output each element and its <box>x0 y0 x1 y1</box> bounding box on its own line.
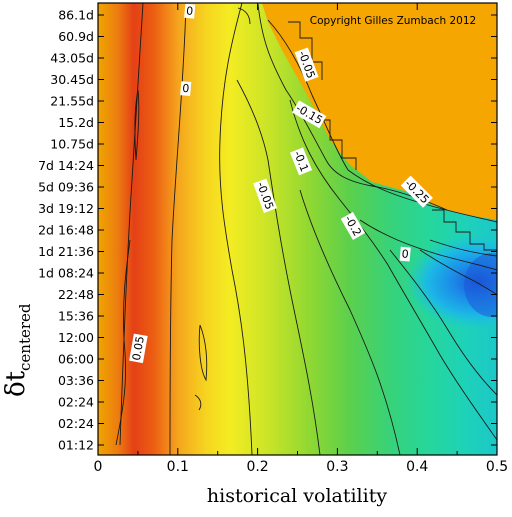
contour-line <box>429 239 497 257</box>
contour-line <box>432 209 497 251</box>
y-tick-label: 02:24 <box>58 416 94 431</box>
contour-label-text: 0 <box>186 4 194 18</box>
contour-label-background <box>399 246 411 262</box>
contour-label-background <box>294 47 319 82</box>
contour-label-background <box>129 333 148 364</box>
y-tick-label: 5d 09:36 <box>38 180 94 195</box>
x-tick-label: 0.2 <box>246 459 268 475</box>
y-axis-title-sub: centered <box>16 303 34 371</box>
contour-label-background <box>289 147 313 176</box>
y-tick-label: 21.55d <box>50 94 94 109</box>
contour-line <box>236 79 321 455</box>
y-tick-label: 06:00 <box>58 352 94 367</box>
y-tick-label: 3d 19:12 <box>38 201 94 216</box>
y-tick-label: 02:24 <box>58 395 94 410</box>
contour-line <box>289 99 497 441</box>
contour-label-background <box>184 3 196 19</box>
contour-line <box>169 3 187 455</box>
x-tick-label: 0.3 <box>326 459 348 475</box>
y-tick-label: 86.1d <box>58 8 94 23</box>
y-tick-label: 15.2d <box>58 115 94 130</box>
y-tick-label: 01:12 <box>58 438 94 453</box>
contour-label: 0 <box>180 81 192 97</box>
y-tick-label: 2d 16:48 <box>38 223 94 238</box>
contour-label-text: 0.05 <box>130 335 147 361</box>
contour-line <box>119 3 144 446</box>
contour-label-text: 0 <box>182 82 190 96</box>
contour-label: 0.05 <box>129 333 148 364</box>
contour-label-background <box>253 178 278 213</box>
heatmap-plateau <box>262 3 497 220</box>
y-tick-label: 7d 14:24 <box>38 158 94 173</box>
contour-line <box>320 119 357 170</box>
contour-line <box>237 7 251 25</box>
x-tick-label: 0.5 <box>486 459 508 475</box>
contour-line <box>194 394 202 411</box>
y-tick-label: 60.9d <box>58 29 94 44</box>
contour-label: 0 <box>399 246 411 262</box>
y-tick-label: 30.45d <box>50 72 94 87</box>
copyright-text: Copyright Gilles Zumbach 2012 <box>310 15 476 27</box>
y-tick-label: 43.05d <box>50 51 94 66</box>
contour-label-text: 0 <box>401 247 409 261</box>
contour-line <box>299 189 401 455</box>
y-tick-label: 12:00 <box>58 330 94 345</box>
y-tick-label: 15:36 <box>58 309 94 324</box>
contour-line <box>219 3 253 455</box>
contour-line <box>257 3 448 211</box>
contour-line <box>359 219 497 271</box>
y-tick-label: 10.75d <box>50 137 94 152</box>
y-tick-label: 1d 08:24 <box>38 266 94 281</box>
contour-label: -0.1 <box>289 147 313 176</box>
y-tick-label: 22:48 <box>58 287 94 302</box>
y-axis-title-main: δt <box>1 370 31 397</box>
contour-label-background <box>292 100 327 129</box>
contour-label: 0 <box>184 3 196 19</box>
x-tick-label: 0.4 <box>406 459 428 475</box>
y-tick-label: 1d 21:36 <box>38 244 94 259</box>
contour-label-background <box>180 81 192 97</box>
x-tick-label: 0.1 <box>167 459 189 475</box>
x-tick-label: 0 <box>94 459 103 475</box>
contour-label-background <box>340 211 366 241</box>
y-tick-label: 03:36 <box>58 373 94 388</box>
contour-line <box>198 324 208 382</box>
contour-line <box>288 21 323 80</box>
x-axis-title: historical volatility <box>207 485 387 507</box>
contour-line <box>134 89 140 161</box>
contour-label-background <box>400 175 433 208</box>
contour-line <box>115 239 131 446</box>
contour-line <box>419 249 497 296</box>
contour-line <box>389 249 497 396</box>
